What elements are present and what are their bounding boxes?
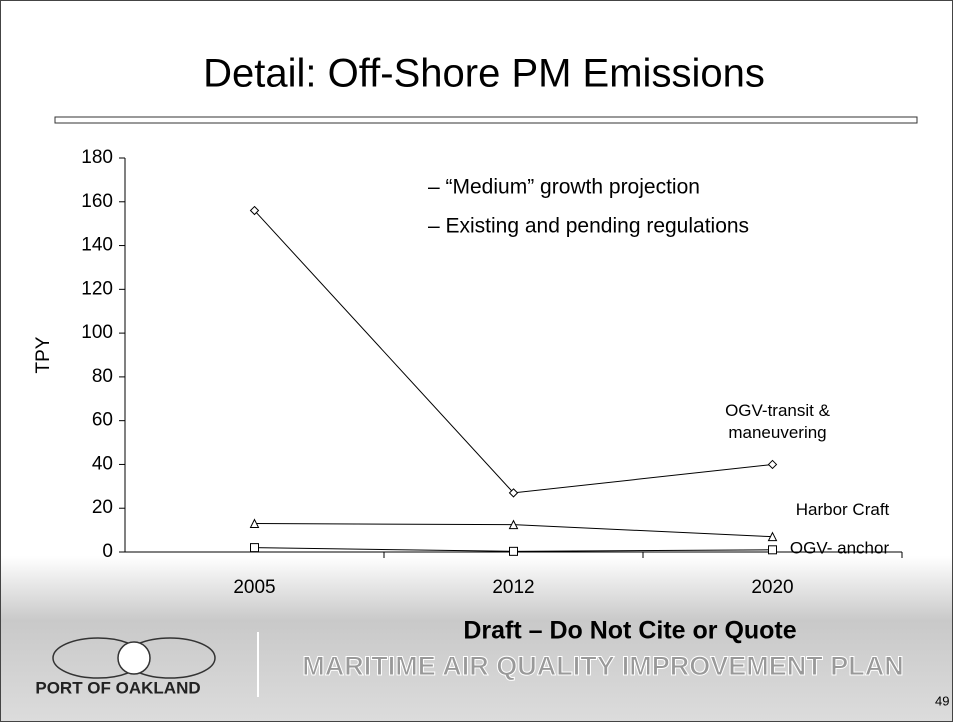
title-bar [54,116,918,124]
annotation: – Existing and pending regulations [428,215,749,238]
slide-title: Detail: Off-Shore PM Emissions [203,52,765,96]
y-tick-label: 80 [92,366,113,387]
y-tick-label: 180 [81,147,113,168]
x-tick-label: 2012 [492,577,534,598]
y-tick-label: 160 [81,191,113,212]
draft-notice: Draft – Do Not Cite or Quote [463,617,796,645]
series-label: OGV- anchor [790,538,890,557]
marker [249,518,260,529]
marker [509,546,518,556]
series-label: Harbor Craft [796,500,890,519]
marker [250,543,259,553]
x-tick-label: 2005 [233,577,275,598]
plan-title: MARITIME AIR QUALITY IMPROVEMENT PLAN [302,651,904,681]
marker [768,545,777,555]
y-tick-label: 0 [102,541,113,562]
page-number: 49 [935,693,949,708]
logo-text: PORT OF OAKLAND [35,678,200,697]
marker [249,205,260,216]
y-tick-label: 20 [92,497,113,518]
y-axis-label: TPY [33,336,54,373]
y-tick-label: 60 [92,410,113,431]
marker [767,459,778,470]
y-tick-label: 140 [81,235,113,256]
logo-globes [52,637,216,679]
annotation: – “Medium” growth projection [428,176,700,199]
x-tick-label: 2020 [751,577,793,598]
series-label: OGV-transit & maneuvering [725,401,830,443]
y-tick-label: 120 [81,278,113,299]
series-label-text: OGV-transit & maneuvering [725,401,830,443]
y-tick-label: 40 [92,453,113,474]
marker [508,519,519,530]
marker [508,488,519,498]
y-tick-label: 100 [81,322,113,343]
marker [767,531,778,542]
